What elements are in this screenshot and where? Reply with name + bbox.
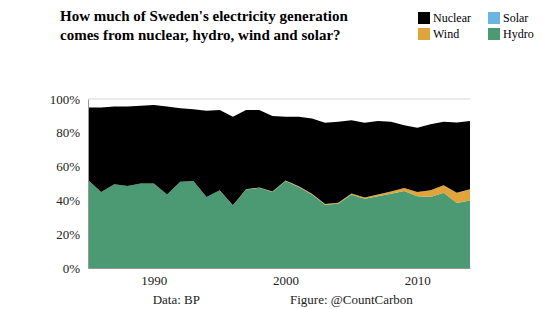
y-tick-label: 0% — [63, 261, 81, 276]
title: How much of Sweden's electricity generat… — [60, 8, 349, 43]
legend-swatch — [418, 12, 430, 24]
legend-label: Solar — [503, 11, 528, 25]
area-hydro — [88, 180, 470, 268]
x-axis: 1990 2000 2010 — [89, 268, 471, 288]
title-line: How much of Sweden's electricity generat… — [60, 8, 349, 24]
y-tick: 0% — [63, 261, 88, 276]
y-tick: 20% — [56, 227, 88, 242]
legend-swatch — [488, 28, 500, 40]
background — [0, 0, 550, 309]
y-tick-label: 20% — [56, 227, 80, 242]
title-line: comes from nuclear, hydro, wind and sola… — [60, 27, 341, 43]
x-tick-label: 2000 — [273, 273, 299, 288]
annotation: Figure: @CountCarbon — [290, 292, 413, 307]
grid-line — [88, 99, 470, 100]
grid — [88, 99, 470, 268]
x-tick: 2000 — [273, 268, 299, 288]
annotation: Data: BP — [153, 292, 200, 307]
y-tick-label: 60% — [56, 159, 80, 174]
chart: How much of Sweden's electricity generat… — [0, 0, 550, 309]
y-tick: 100% — [50, 92, 88, 107]
y-tick-label: 40% — [56, 193, 80, 208]
y-tick: 60% — [56, 159, 88, 174]
legend-label: Nuclear — [433, 11, 471, 25]
legend-swatch — [418, 28, 430, 40]
y-axis: 0% 20% 40% 60% 80% 100% — [50, 92, 89, 276]
x-tick: 2010 — [405, 268, 431, 288]
y-tick: 80% — [56, 125, 88, 140]
area-nuclear — [88, 105, 470, 205]
y-axis-line — [88, 100, 89, 269]
x-tick-label: 2010 — [405, 273, 431, 288]
y-tick-label: 80% — [56, 125, 80, 140]
legend: Nuclear Solar Wind Hydro — [418, 11, 534, 41]
x-tick-label: 1990 — [141, 273, 167, 288]
legend-label: Wind — [433, 27, 459, 41]
legend-swatch — [488, 12, 500, 24]
y-tick: 40% — [56, 193, 88, 208]
x-axis-line — [89, 268, 471, 269]
y-tick-label: 100% — [50, 92, 81, 107]
legend-label: Hydro — [503, 27, 534, 41]
plot-area — [88, 105, 470, 268]
x-tick: 1990 — [141, 268, 167, 288]
